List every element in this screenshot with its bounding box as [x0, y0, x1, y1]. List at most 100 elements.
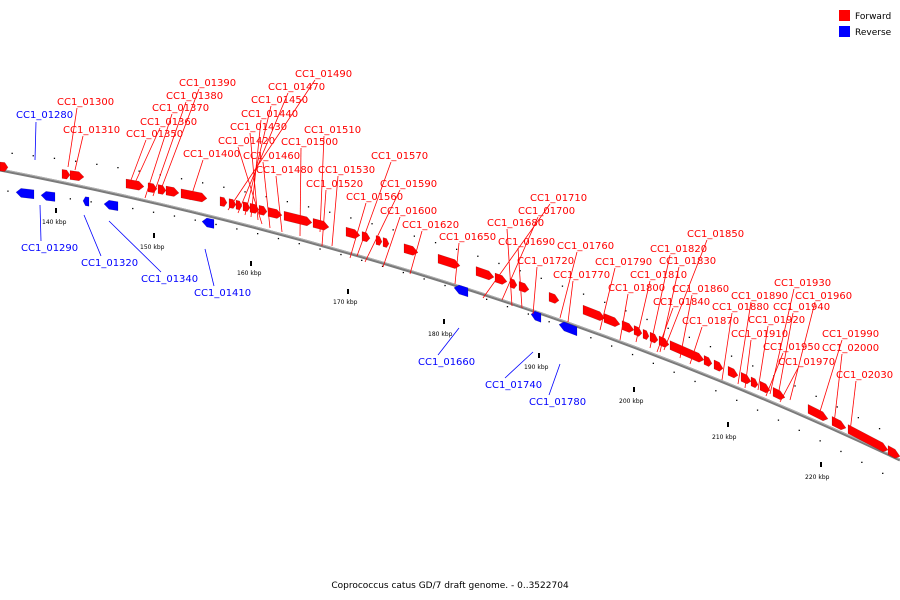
forward-leader-line — [364, 189, 401, 263]
forward-gene-label: CC1_01440 — [241, 109, 298, 120]
minor-tick — [548, 321, 550, 323]
forward-gene — [831, 415, 847, 431]
major-tick — [538, 353, 540, 358]
tick-label: 150 kbp — [140, 244, 165, 251]
forward-gene — [61, 169, 71, 180]
forward-leader-line — [744, 339, 752, 389]
forward-gene-label: CC1_01830 — [659, 256, 716, 267]
forward-leader-line — [482, 203, 551, 299]
forward-gene-label: CC1_01310 — [63, 125, 120, 136]
minor-tick — [631, 353, 634, 356]
forward-leader-line — [237, 146, 263, 225]
forward-leader-line — [789, 301, 816, 401]
forward-gene-label: CC1_01560 — [346, 192, 403, 203]
minor-tick — [402, 271, 404, 274]
forward-gene — [219, 196, 228, 207]
forward-gene — [750, 376, 759, 389]
reverse-gene-label: CC1_01660 — [418, 357, 475, 368]
minor-tick — [277, 237, 280, 240]
forward-leader-line — [506, 228, 513, 307]
forward-leader-line — [331, 175, 339, 247]
legend-reverse-label: Reverse — [855, 28, 892, 38]
reverse-gene — [201, 217, 215, 229]
minor-tick — [604, 301, 606, 303]
minor-tick — [730, 355, 733, 357]
forward-gene-label: CC1_01420 — [218, 136, 275, 147]
forward-gene — [887, 445, 900, 459]
forward-gene — [621, 320, 635, 333]
minor-tick — [861, 461, 863, 463]
forward-leader-line — [152, 101, 187, 197]
major-tick — [250, 261, 252, 266]
forward-leader-line — [619, 293, 629, 341]
minor-tick — [444, 284, 446, 287]
forward-gene — [382, 237, 390, 248]
major-tick — [153, 233, 155, 238]
forward-gene — [703, 355, 713, 367]
forward-gene — [847, 424, 889, 453]
minor-tick — [646, 318, 648, 321]
minor-tick — [202, 182, 204, 184]
forward-gene-label: CC1_01880 — [712, 302, 769, 313]
forward-gene-label: CC1_01570 — [371, 151, 428, 162]
forward-gene-label: CC1_01430 — [230, 122, 287, 133]
minor-tick — [32, 155, 34, 157]
forward-gene-label: CC1_01970 — [778, 357, 835, 368]
forward-leader-line — [144, 113, 173, 199]
tick-label: 200 kbp — [619, 398, 644, 405]
forward-gene — [475, 266, 495, 281]
forward-leader-line — [250, 119, 262, 218]
forward-gene-label: CC1_01650 — [439, 232, 496, 243]
minor-tick — [340, 253, 342, 256]
forward-gene — [345, 226, 361, 239]
forward-gene-label: CC1_01510 — [304, 125, 361, 136]
tick-label: 170 kbp — [333, 299, 358, 306]
tick-label: 160 kbp — [237, 270, 262, 277]
tick-label: 180 kbp — [428, 331, 453, 338]
forward-gene — [242, 201, 251, 212]
minor-ticks — [7, 152, 884, 474]
forward-leader-line — [244, 105, 272, 216]
forward-leader-line — [275, 175, 283, 233]
forward-leader-line — [67, 107, 78, 168]
forward-leader-line — [833, 353, 843, 425]
forward-gene — [509, 277, 518, 289]
reverse-leader-line — [437, 327, 460, 356]
minor-tick — [857, 417, 859, 419]
major-tick — [633, 387, 635, 392]
forward-gene-label: CC1_01890 — [731, 291, 788, 302]
forward-gene-label: CC1_01520 — [306, 179, 363, 190]
reverse-gene-label: CC1_01340 — [141, 274, 198, 285]
legend-reverse-swatch — [839, 26, 850, 37]
legend-forward-swatch — [839, 10, 850, 21]
forward-gene-label: CC1_01390 — [179, 78, 236, 89]
forward-gene — [69, 170, 85, 182]
forward-gene-label: CC1_01480 — [256, 165, 313, 176]
genome-backbone-highlight — [0, 168, 900, 460]
forward-leader-line — [849, 380, 857, 433]
minor-tick — [244, 191, 246, 193]
forward-gene — [759, 380, 771, 394]
genome-caption: Coprococcus catus GD/7 draft genome. - 0… — [331, 581, 569, 591]
minor-tick — [152, 211, 155, 213]
minor-tick — [117, 167, 119, 169]
forward-gene-label: CC1_01620 — [402, 220, 459, 231]
reverse-gene-label: CC1_01740 — [485, 380, 542, 391]
minor-tick — [11, 152, 13, 154]
forward-gene-label: CC1_01400 — [183, 149, 240, 160]
forward-gene-label: CC1_01720 — [517, 256, 574, 267]
forward-gene-label: CC1_01700 — [518, 206, 575, 217]
minor-tick — [286, 201, 288, 203]
reverse-gene — [40, 191, 56, 202]
minor-tick — [815, 395, 817, 397]
minor-tick — [819, 440, 821, 442]
minor-tick — [319, 248, 321, 250]
minor-tick — [836, 406, 838, 408]
minor-tick — [236, 228, 238, 230]
forward-gene-label: CC1_01530 — [318, 165, 375, 176]
forward-gene — [582, 304, 606, 322]
forward-leader-line — [817, 339, 843, 419]
forward-gene — [603, 312, 621, 328]
major-tick — [55, 208, 57, 213]
forward-gene-label: CC1_01500 — [281, 137, 338, 148]
